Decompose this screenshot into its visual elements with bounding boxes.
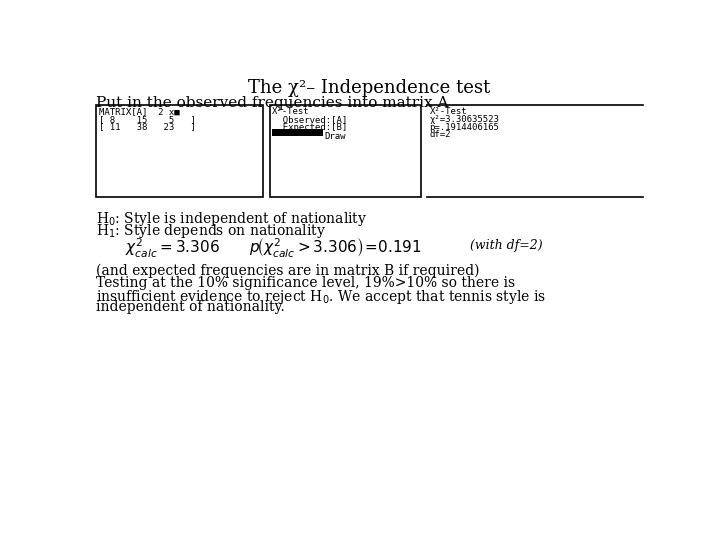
Text: insufficient evidence to reject H$_0$. We accept that tennis style is: insufficient evidence to reject H$_0$. W…	[96, 288, 546, 306]
Text: [ 11   38   23   ]: [ 11 38 23 ]	[99, 123, 195, 132]
Text: (with df=2): (with df=2)	[469, 239, 542, 252]
Text: df=2: df=2	[429, 130, 451, 139]
Text: MATRIX[A]  2 x■: MATRIX[A] 2 x■	[99, 107, 179, 116]
Text: $p\!\left(\chi^2_{calc} > 3.306\right)\!=\! 0.191$: $p\!\left(\chi^2_{calc} > 3.306\right)\!…	[249, 237, 422, 260]
Text: The χ²– Independence test: The χ²– Independence test	[248, 79, 490, 97]
Text: H$_1$: Style depends on nationality: H$_1$: Style depends on nationality	[96, 222, 326, 240]
FancyBboxPatch shape	[96, 105, 263, 197]
Text: χ²=3.30635523: χ²=3.30635523	[429, 115, 500, 124]
Text: Put in the observed frequencies into matrix A: Put in the observed frequencies into mat…	[96, 96, 449, 110]
Text: p=.1914406165: p=.1914406165	[429, 123, 500, 132]
Text: (and expected frequencies are in matrix B if required): (and expected frequencies are in matrix …	[96, 264, 480, 278]
Text: Expected:[B]: Expected:[B]	[272, 123, 347, 132]
Text: H$_0$: Style is independent of nationality: H$_0$: Style is independent of nationali…	[96, 210, 367, 227]
Text: Testing at the 10% significance level, 19%>10% so there is: Testing at the 10% significance level, 1…	[96, 276, 516, 290]
Text: independent of nationality.: independent of nationality.	[96, 300, 285, 314]
Text: X²-Test: X²-Test	[429, 107, 467, 116]
Text: [ 8    15    5   ]: [ 8 15 5 ]	[99, 115, 195, 124]
Text: $\chi^2_{calc} = 3.306$: $\chi^2_{calc} = 3.306$	[125, 237, 220, 260]
Text: Observed:[A]: Observed:[A]	[272, 115, 347, 124]
Text: X²-Test: X²-Test	[272, 107, 310, 116]
FancyBboxPatch shape	[272, 129, 323, 137]
Text: Draw: Draw	[325, 132, 346, 141]
FancyBboxPatch shape	[270, 105, 421, 197]
